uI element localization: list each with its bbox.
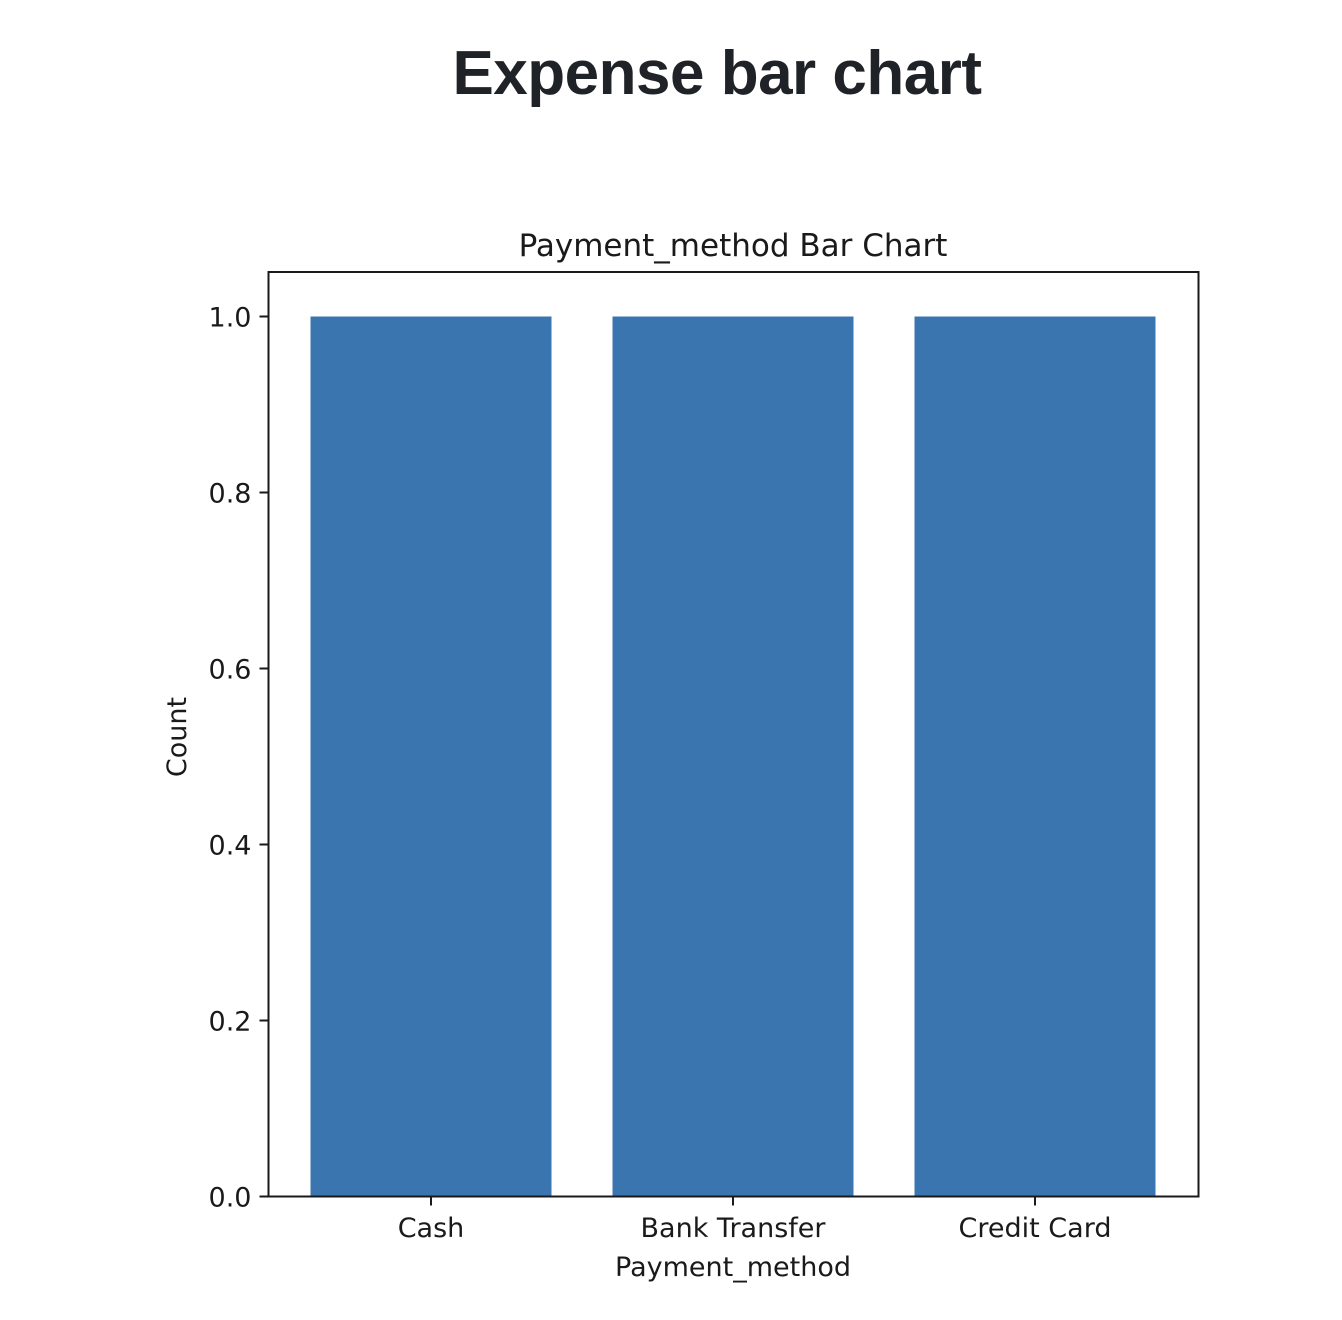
page-title: Expense bar chart bbox=[452, 39, 982, 108]
y-tick-label: 0.8 bbox=[209, 479, 252, 510]
x-axis: Cash Bank Transfer Credit Card bbox=[398, 1196, 1112, 1244]
bar-cash bbox=[310, 316, 552, 1197]
plot-frame bbox=[267, 271, 1200, 1198]
bars-layer bbox=[310, 316, 1156, 1197]
y-axis: 0.0 0.2 0.4 0.6 0.8 1.0 bbox=[209, 303, 269, 1214]
y-tick-label: 0.4 bbox=[209, 831, 252, 862]
bar-credit-card bbox=[914, 316, 1156, 1197]
y-axis-label: Count bbox=[162, 697, 193, 777]
x-axis-label: Payment_method bbox=[615, 1252, 851, 1283]
y-tick-label: 1.0 bbox=[209, 303, 252, 334]
x-tick-label: Bank Transfer bbox=[641, 1213, 827, 1244]
chart-title: Payment_method Bar Chart bbox=[519, 228, 948, 264]
bar-bank-transfer bbox=[612, 316, 854, 1197]
y-tick-label: 0.2 bbox=[209, 1007, 252, 1038]
y-tick-label: 0.6 bbox=[209, 655, 252, 686]
y-tick-label: 0.0 bbox=[209, 1183, 252, 1214]
x-tick-label: Cash bbox=[398, 1213, 465, 1244]
x-tick-label: Credit Card bbox=[959, 1213, 1112, 1244]
